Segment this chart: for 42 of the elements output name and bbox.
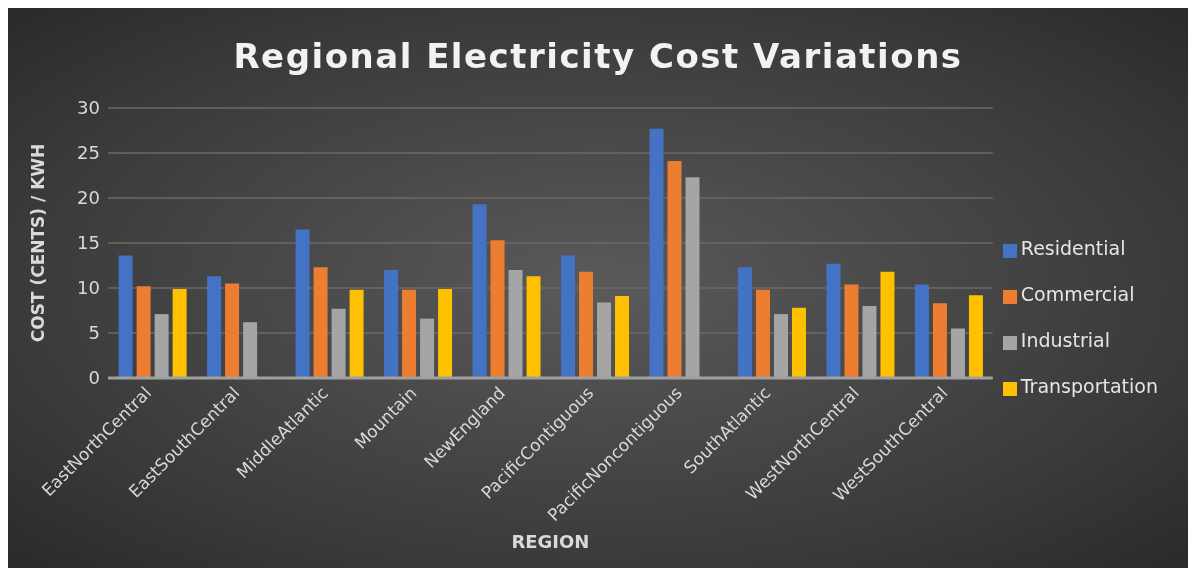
bar [295, 229, 310, 378]
bar [579, 271, 594, 378]
bar [649, 128, 664, 378]
bar [384, 270, 399, 378]
bar [791, 307, 806, 378]
y-axis-title: COST (CENTS) / KWH [28, 143, 49, 343]
legend-label: Residential [1020, 237, 1126, 259]
bar [615, 296, 630, 378]
bar [844, 284, 859, 378]
bar [561, 255, 576, 378]
y-tick-label: 10 [77, 277, 100, 299]
bar [490, 240, 505, 378]
bar [667, 161, 682, 378]
y-tick-label: 15 [77, 232, 100, 254]
bar [136, 286, 151, 378]
y-tick-label: 0 [88, 367, 100, 389]
bar [225, 283, 240, 378]
bar [914, 284, 929, 378]
bar [172, 288, 187, 378]
bar [880, 271, 895, 378]
bar [755, 289, 770, 378]
bar [118, 255, 133, 378]
bar [402, 289, 417, 378]
bar [349, 289, 364, 378]
y-tick-label: 20 [77, 187, 100, 209]
y-tick-label: 25 [77, 142, 100, 164]
bar [932, 303, 947, 378]
legend-label: Transportation [1020, 375, 1158, 397]
bar [526, 276, 541, 378]
bar [737, 267, 752, 378]
y-tick-label: 5 [88, 322, 100, 344]
legend-label: Commercial [1020, 283, 1135, 305]
bar [207, 276, 222, 378]
legend-label: Industrial [1020, 329, 1110, 351]
bar [313, 267, 328, 378]
bar [826, 263, 841, 378]
chart-title: Regional Electricity Cost Variations [232, 36, 964, 76]
bar [968, 295, 983, 378]
bar [438, 288, 453, 378]
x-axis-title: REGION [511, 531, 590, 552]
y-tick-label: 30 [77, 97, 100, 119]
bar [472, 204, 487, 378]
